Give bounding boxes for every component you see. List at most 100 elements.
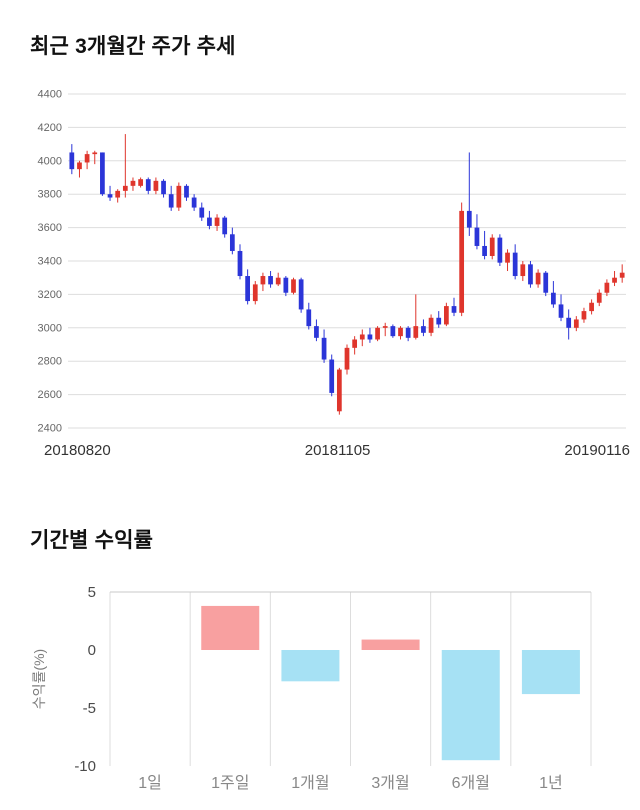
category-label: 1주일 — [211, 774, 249, 792]
candle-body — [398, 327, 403, 337]
candle-body — [482, 245, 487, 256]
candle-body — [474, 227, 480, 246]
category-label: 1일 — [138, 774, 162, 792]
candle-body — [413, 326, 419, 338]
candle-body — [375, 327, 380, 340]
candle-body — [589, 302, 594, 312]
candle-body — [535, 272, 541, 285]
y-tick-label: 3400 — [38, 256, 62, 268]
candle-body — [336, 369, 342, 412]
candle-body — [298, 279, 304, 310]
candle-body — [512, 252, 518, 277]
candle-body — [138, 179, 143, 186]
y-tick-label: 2800 — [38, 356, 62, 368]
candle-body — [69, 152, 75, 170]
y-tick-label: 4400 — [38, 89, 62, 101]
y-tick-label: 2400 — [38, 423, 62, 435]
candle-body — [466, 210, 472, 228]
y-tick-label: 5 — [88, 584, 96, 601]
candle-body — [352, 339, 358, 348]
candle-body — [382, 326, 388, 328]
candle-body — [497, 237, 503, 263]
x-tick-end: 20190116 — [564, 442, 630, 459]
candle-body — [520, 264, 526, 277]
y-tick-label: 2600 — [38, 389, 62, 401]
candle-body — [444, 306, 449, 325]
y-tick-label: 4200 — [38, 122, 62, 134]
y-axis-label: 수익률(%) — [31, 649, 47, 709]
return-bar — [441, 650, 500, 761]
category-label: 6개월 — [452, 774, 490, 792]
candle-body — [558, 304, 564, 318]
candle-body — [619, 272, 625, 278]
candle-body — [214, 217, 220, 226]
category-label: 1년 — [539, 774, 563, 792]
candle-body — [573, 319, 579, 328]
candle-body — [543, 272, 549, 293]
candle-body — [77, 162, 82, 170]
candle-body — [184, 185, 189, 198]
return-bar — [361, 639, 420, 650]
y-tick-label: 4000 — [38, 155, 62, 167]
candle-body — [245, 276, 250, 302]
candle-body — [367, 334, 373, 340]
returns-title: 기간별 수익률 — [30, 529, 154, 552]
candle-body — [459, 210, 465, 313]
y-tick-label: 3800 — [38, 189, 62, 201]
candle-body — [291, 279, 296, 293]
price-candlestick-chart: 2400 2600 2800 3000 3200 3400 3600 3800 4000 4200… — [22, 86, 630, 460]
candle-body — [551, 292, 556, 305]
category-label: 1개월 — [291, 774, 329, 792]
candle-body — [390, 326, 396, 337]
candle-body — [207, 217, 212, 226]
returns-bar-plot: 수익률(%) 5 0 -5 -10 1일 1주일 1개월 3개월 6개월 1년 — [31, 584, 592, 792]
price-trend-title: 최근 3개월간 주가 추세 — [30, 35, 236, 58]
candle-body — [581, 311, 587, 320]
candle-body — [612, 277, 617, 283]
candle-body — [191, 197, 197, 208]
candle-body — [84, 154, 90, 163]
candle-body — [92, 152, 98, 155]
candle-body — [306, 309, 312, 327]
y-tick-label: 3600 — [38, 222, 62, 234]
candle-body — [275, 277, 281, 285]
candle-body — [268, 276, 273, 285]
candlestick-plot: 2400 2600 2800 3000 3200 3400 3600 3800 4000 4200… — [38, 89, 626, 435]
candle-body — [145, 179, 151, 191]
candle-body — [115, 190, 121, 198]
candle-body — [168, 194, 174, 208]
candlestick-x-axis: 20180820 20181105 20190116 — [22, 442, 630, 459]
y-tick-label: 3000 — [38, 322, 62, 334]
candle-body — [229, 234, 235, 251]
candle-body — [176, 185, 182, 208]
candle-body — [260, 276, 266, 285]
y-tick-label: 0 — [88, 642, 96, 659]
candle-body — [344, 347, 350, 370]
candle-body — [329, 359, 335, 393]
candle-body — [237, 250, 243, 277]
candle-body — [405, 327, 411, 338]
candle-body — [451, 306, 457, 313]
candle-body — [199, 207, 205, 218]
candle-body — [604, 282, 610, 293]
candle-body — [283, 277, 289, 293]
candle-body — [489, 237, 495, 256]
candle-body — [428, 317, 434, 333]
return-bar — [281, 650, 340, 682]
candle-body — [596, 292, 602, 303]
candle-body — [321, 337, 327, 360]
x-tick-mid: 20181105 — [304, 442, 371, 459]
returns-bar-chart: 수익률(%) 5 0 -5 -10 1일 1주일 1개월 3개월 6개월 1년 — [30, 582, 595, 797]
candle-body — [505, 252, 510, 263]
candle-body — [107, 194, 113, 198]
candle-body — [153, 180, 159, 191]
candle-body — [314, 326, 319, 338]
x-tick-start: 20180820 — [44, 442, 111, 459]
candle-body — [566, 317, 572, 328]
candle-body — [222, 217, 228, 235]
candle-body — [161, 180, 166, 195]
return-bar — [521, 650, 580, 695]
y-tick-label: -10 — [74, 758, 96, 775]
candle-body — [421, 326, 426, 333]
